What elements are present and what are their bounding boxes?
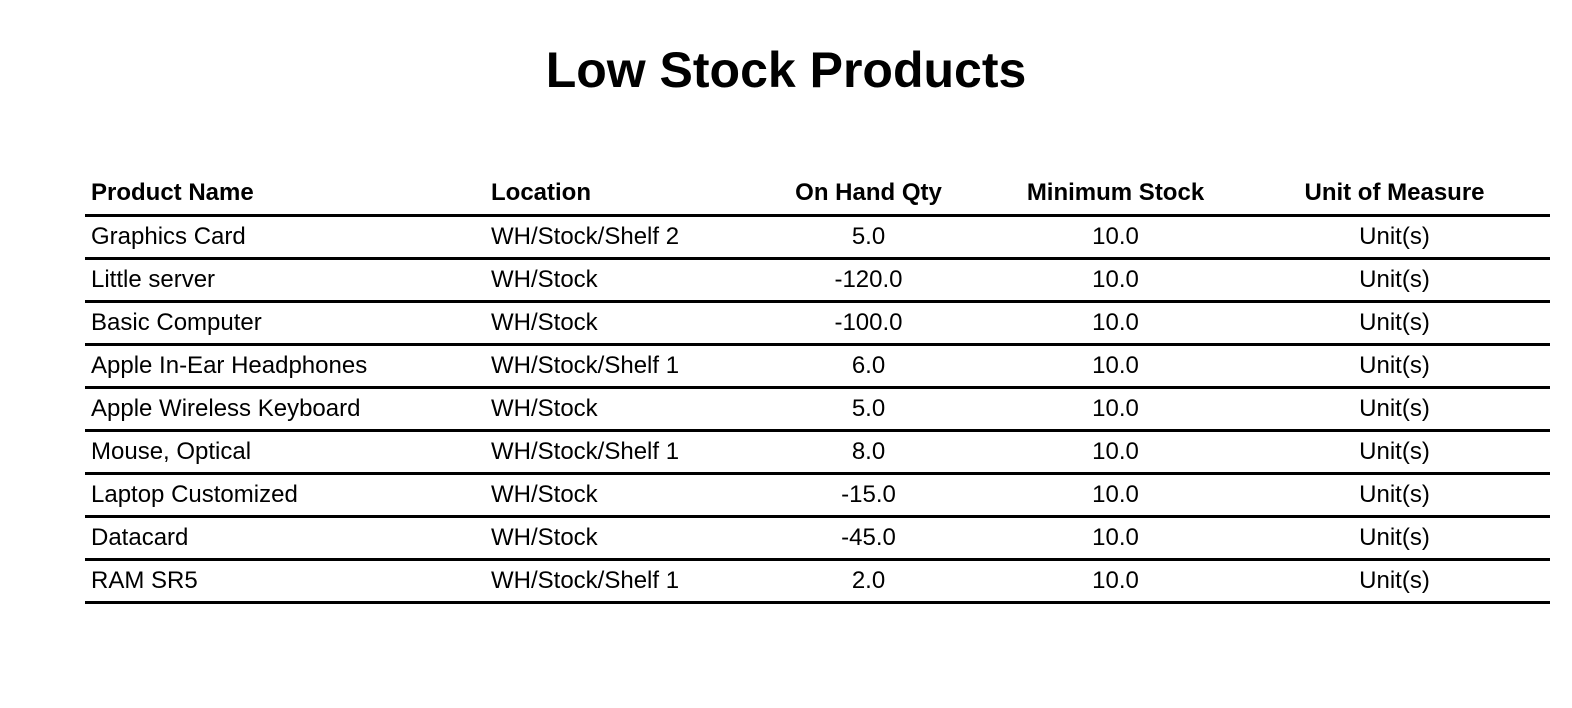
table-row: Apple Wireless Keyboard WH/Stock 5.0 10.… [85, 387, 1550, 432]
cell-product-name: Basic Computer [85, 301, 485, 346]
cell-minimum-stock: 10.0 [992, 473, 1239, 518]
cell-location: WH/Stock [485, 258, 745, 303]
table-body: Graphics Card WH/Stock/Shelf 2 5.0 10.0 … [85, 215, 1550, 604]
cell-on-hand-qty: -15.0 [745, 473, 992, 518]
table-row: Basic Computer WH/Stock -100.0 10.0 Unit… [85, 301, 1550, 346]
table-row: Datacard WH/Stock -45.0 10.0 Unit(s) [85, 516, 1550, 561]
header-row: Product Name Location On Hand Qty Minimu… [85, 172, 1550, 217]
cell-product-name: Apple Wireless Keyboard [85, 387, 485, 432]
cell-minimum-stock: 10.0 [992, 430, 1239, 475]
cell-product-name: Apple In-Ear Headphones [85, 344, 485, 389]
cell-on-hand-qty: 5.0 [745, 215, 992, 260]
cell-unit-of-measure: Unit(s) [1239, 344, 1550, 389]
table-row: Mouse, Optical WH/Stock/Shelf 1 8.0 10.0… [85, 430, 1550, 475]
header-on-hand-qty: On Hand Qty [745, 172, 992, 217]
cell-on-hand-qty: 6.0 [745, 344, 992, 389]
cell-unit-of-measure: Unit(s) [1239, 559, 1550, 604]
cell-minimum-stock: 10.0 [992, 344, 1239, 389]
cell-unit-of-measure: Unit(s) [1239, 430, 1550, 475]
cell-minimum-stock: 10.0 [992, 387, 1239, 432]
cell-on-hand-qty: 5.0 [745, 387, 992, 432]
cell-location: WH/Stock/Shelf 2 [485, 215, 745, 260]
cell-product-name: Laptop Customized [85, 473, 485, 518]
table-row: Little server WH/Stock -120.0 10.0 Unit(… [85, 258, 1550, 303]
cell-minimum-stock: 10.0 [992, 559, 1239, 604]
table-row: Apple In-Ear Headphones WH/Stock/Shelf 1… [85, 344, 1550, 389]
cell-product-name: Little server [85, 258, 485, 303]
header-minimum-stock: Minimum Stock [992, 172, 1239, 217]
cell-product-name: RAM SR5 [85, 559, 485, 604]
cell-on-hand-qty: -45.0 [745, 516, 992, 561]
cell-product-name: Mouse, Optical [85, 430, 485, 475]
cell-on-hand-qty: -120.0 [745, 258, 992, 303]
cell-location: WH/Stock/Shelf 1 [485, 430, 745, 475]
cell-unit-of-measure: Unit(s) [1239, 215, 1550, 260]
cell-on-hand-qty: 8.0 [745, 430, 992, 475]
low-stock-table: Product Name Location On Hand Qty Minimu… [85, 172, 1550, 604]
cell-unit-of-measure: Unit(s) [1239, 387, 1550, 432]
cell-location: WH/Stock/Shelf 1 [485, 344, 745, 389]
header-location: Location [485, 172, 745, 217]
table-row: Graphics Card WH/Stock/Shelf 2 5.0 10.0 … [85, 215, 1550, 260]
cell-location: WH/Stock [485, 387, 745, 432]
cell-location: WH/Stock [485, 473, 745, 518]
cell-on-hand-qty: -100.0 [745, 301, 992, 346]
cell-unit-of-measure: Unit(s) [1239, 516, 1550, 561]
cell-on-hand-qty: 2.0 [745, 559, 992, 604]
header-unit-of-measure: Unit of Measure [1239, 172, 1550, 217]
cell-product-name: Graphics Card [85, 215, 485, 260]
cell-minimum-stock: 10.0 [992, 516, 1239, 561]
cell-product-name: Datacard [85, 516, 485, 561]
cell-unit-of-measure: Unit(s) [1239, 473, 1550, 518]
table-header: Product Name Location On Hand Qty Minimu… [85, 172, 1550, 217]
cell-location: WH/Stock [485, 516, 745, 561]
header-product-name: Product Name [85, 172, 485, 217]
table-row: RAM SR5 WH/Stock/Shelf 1 2.0 10.0 Unit(s… [85, 559, 1550, 604]
cell-minimum-stock: 10.0 [992, 215, 1239, 260]
cell-location: WH/Stock [485, 301, 745, 346]
cell-unit-of-measure: Unit(s) [1239, 301, 1550, 346]
report-title: Low Stock Products [545, 42, 1027, 98]
cell-unit-of-measure: Unit(s) [1239, 258, 1550, 303]
cell-minimum-stock: 10.0 [992, 258, 1239, 303]
table-row: Laptop Customized WH/Stock -15.0 10.0 Un… [85, 473, 1550, 518]
cell-minimum-stock: 10.0 [992, 301, 1239, 346]
cell-location: WH/Stock/Shelf 1 [485, 559, 745, 604]
